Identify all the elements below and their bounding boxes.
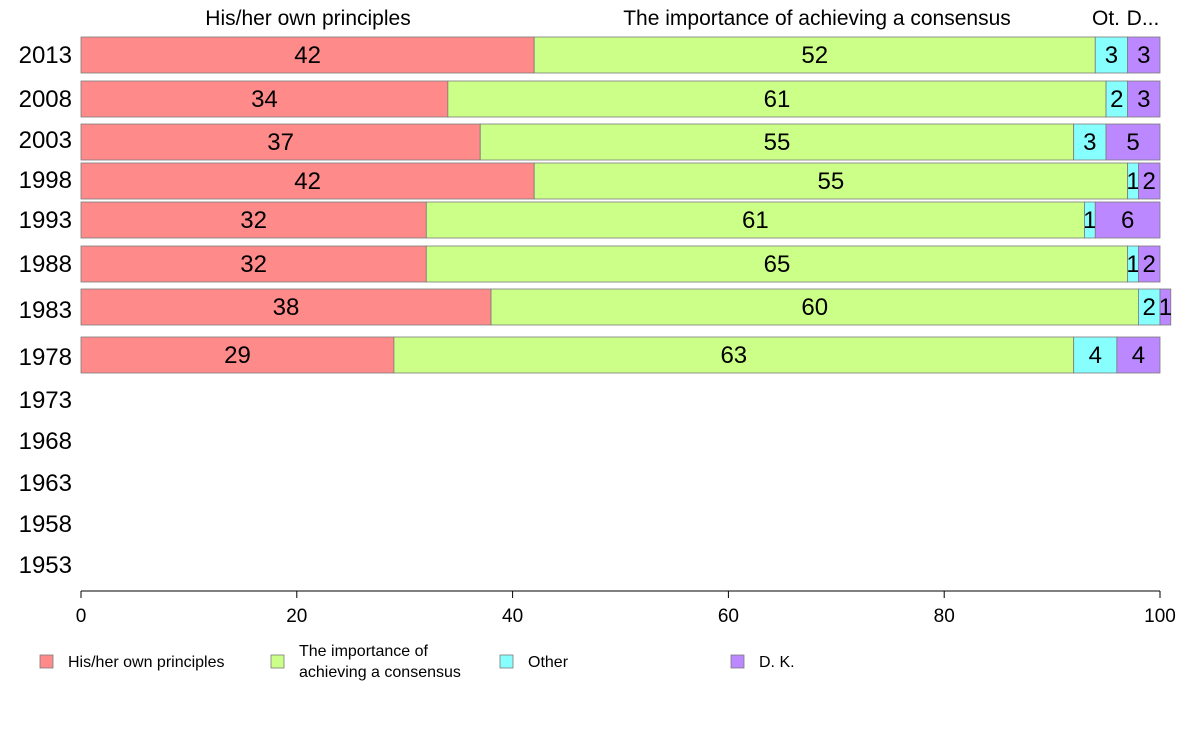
bar-segment (479, 123, 1075, 161)
x-tick-label: 100 (1144, 606, 1176, 627)
bar-segment (80, 201, 427, 239)
year-label: 1978 (19, 344, 72, 371)
legend: His/her own principles The importance of a… (39, 643, 795, 681)
bar-segment (80, 36, 535, 74)
bar-segment (533, 36, 1096, 74)
top-labels: His/her own principles The importance of … (205, 7, 1159, 30)
bar-value-label: 42 (294, 42, 321, 69)
top-label: D... (1127, 7, 1160, 30)
bar-segment (425, 201, 1085, 239)
bar-value-label: 4 (1132, 342, 1145, 369)
legend-label: Other (528, 654, 569, 671)
bar-value-label: 63 (720, 342, 747, 369)
bar-segment (533, 162, 1129, 200)
bar-value-label: 2 (1143, 294, 1156, 321)
bar-segment (1073, 336, 1118, 374)
legend-swatch (270, 654, 285, 669)
bar-value-label: 3 (1137, 42, 1150, 69)
bar-value-label: 37 (267, 129, 294, 156)
year-label: 1963 (19, 470, 72, 497)
bar-value-label: 42 (294, 168, 321, 195)
bar-value-label: 52 (801, 42, 828, 69)
bar-value-label: 1 (1126, 168, 1139, 195)
bar-segment (1138, 162, 1161, 200)
bar-segment (447, 80, 1107, 118)
bar-value-label: 1 (1159, 294, 1172, 321)
year-label: 2013 (19, 42, 72, 69)
bar-value-label: 3 (1105, 42, 1118, 69)
bar-value-label: 61 (764, 86, 791, 113)
legend-label: D. K. (759, 654, 795, 671)
bar-value-label: 34 (251, 86, 278, 113)
year-label: 1983 (19, 297, 72, 324)
bar-value-label: 55 (764, 129, 791, 156)
year-labels: 2013 2008 2003 1998 1993 1988 1983 1978 1973 1968… (19, 42, 72, 579)
year-label: 1993 (19, 207, 72, 234)
bar-value-label: 6 (1121, 207, 1134, 234)
x-tick-label: 40 (502, 606, 523, 627)
year-label: 1998 (19, 167, 72, 194)
top-label: Ot. (1092, 7, 1120, 30)
year-label: 1958 (19, 511, 72, 538)
bar-segment (1073, 123, 1107, 161)
x-tick-label: 80 (934, 606, 955, 627)
bar-segment (1127, 36, 1161, 74)
x-axis: 0 20 40 60 80 100 (76, 590, 1176, 627)
bar-value-label: 60 (801, 294, 828, 321)
bar-segment (1094, 201, 1161, 239)
year-label: 1953 (19, 552, 72, 579)
bar-value-label: 29 (224, 342, 251, 369)
bar-value-label: 65 (764, 251, 791, 278)
x-tick-label: 60 (718, 606, 739, 627)
bars: 42 52 3 334 61 2 337 55 3 542 55 1 232 61 1 632 65 1 238 60… (80, 36, 1172, 374)
legend-swatch (730, 654, 745, 669)
bar-segment (80, 80, 449, 118)
bar-segment (1159, 288, 1172, 326)
year-label: 2003 (19, 127, 72, 154)
x-tick-label: 0 (76, 606, 87, 627)
legend-label: achieving a consensus (299, 664, 461, 681)
bar-segment (1127, 80, 1161, 118)
bar-value-label: 3 (1083, 129, 1096, 156)
bar-value-label: 2 (1143, 168, 1156, 195)
bar-value-label: 32 (240, 207, 267, 234)
bar-segment (80, 288, 492, 326)
bar-value-label: 1 (1126, 251, 1139, 278)
year-label: 2008 (19, 86, 72, 113)
bar-value-label: 61 (742, 207, 769, 234)
year-label: 1968 (19, 428, 72, 455)
bar-value-label: 55 (818, 168, 845, 195)
legend-swatch (499, 654, 514, 669)
bar-value-label: 1 (1083, 207, 1096, 234)
bar-segment (80, 123, 481, 161)
bar-segment (1116, 336, 1161, 374)
bar-segment (1138, 245, 1161, 283)
bar-value-label: 5 (1126, 129, 1139, 156)
bar-value-label: 2 (1110, 86, 1123, 113)
top-label: The importance of achieving a consensus (623, 7, 1011, 30)
bar-segment (80, 336, 395, 374)
bar-segment (425, 245, 1129, 283)
bar-value-label: 38 (273, 294, 300, 321)
bar-value-label: 3 (1137, 86, 1150, 113)
bar-value-label: 32 (240, 251, 267, 278)
x-tick-label: 20 (286, 606, 307, 627)
year-label: 1988 (19, 251, 72, 278)
legend-label: His/her own principles (68, 654, 225, 671)
top-label: His/her own principles (205, 7, 410, 30)
legend-label: The importance of (299, 643, 429, 660)
bar-segment (80, 162, 535, 200)
legend-swatch (39, 654, 54, 669)
bar-value-label: 4 (1089, 342, 1102, 369)
bar-value-label: 2 (1143, 251, 1156, 278)
bar-segment (80, 245, 427, 283)
bar-segment (490, 288, 1139, 326)
bar-segment (1094, 36, 1129, 74)
bar-segment (393, 336, 1075, 374)
year-label: 1973 (19, 387, 72, 414)
bar-segment (1105, 123, 1161, 161)
